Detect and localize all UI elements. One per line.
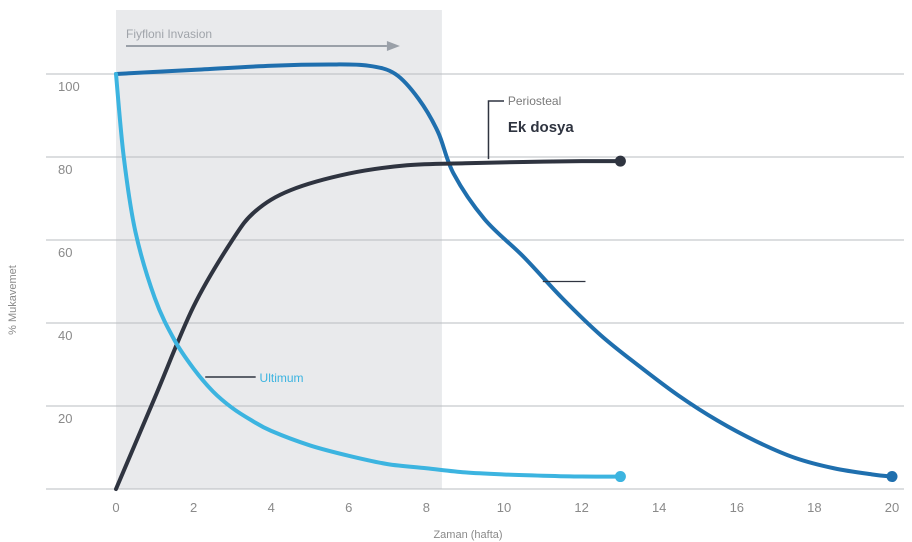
y-tick-label: 60: [58, 245, 72, 260]
y-axis-label: % Mukavemet: [7, 265, 19, 335]
x-tick-label: 4: [268, 500, 275, 515]
series-end-marker-2: [614, 155, 626, 167]
shaded-band-layer: Fiyfloni Invasion: [116, 10, 442, 489]
y-tick-label: 100: [58, 79, 80, 94]
x-tick-label: 14: [652, 500, 666, 515]
periosteal-leader: [487, 100, 504, 160]
y-tick-label: 40: [58, 328, 72, 343]
y-tick-label: 20: [58, 411, 72, 426]
series-end-marker-3: [614, 471, 626, 483]
x-tick-label: 8: [423, 500, 430, 515]
x-tick-label: 6: [345, 500, 352, 515]
x-tick-label: 0: [112, 500, 119, 515]
series-line-3: [114, 72, 623, 479]
band-label: Fiyfloni Invasion: [126, 27, 212, 41]
shaded-band: [116, 10, 442, 489]
x-tick-label: 18: [807, 500, 821, 515]
annotation-layer: Periosteal Ek dosya Ultimum: [205, 94, 586, 385]
band-arrow-head: [386, 41, 400, 51]
series-layer: [114, 62, 898, 491]
x-tick-label: 20: [885, 500, 899, 515]
series-line-1: [114, 62, 894, 479]
series-line-2: [114, 159, 623, 491]
x-tick-label: 2: [190, 500, 197, 515]
x-tick-label: 10: [497, 500, 511, 515]
tick-layer: 20 40 60 80 100 0 2 4 6 8 10 12 14 16 18 20: [58, 79, 899, 515]
y-tick-label: 80: [58, 162, 72, 177]
grid-layer: [46, 73, 904, 490]
series-end-marker-1: [886, 471, 898, 483]
ek-dosya-label: Ek dosya: [508, 119, 575, 136]
x-tick-label: 16: [730, 500, 744, 515]
ultimum-label: Ultimum: [260, 371, 304, 385]
x-axis-label: Zaman (hafta): [433, 529, 502, 541]
periosteal-label: Periosteal: [508, 94, 561, 108]
x-tick-label: 12: [574, 500, 588, 515]
